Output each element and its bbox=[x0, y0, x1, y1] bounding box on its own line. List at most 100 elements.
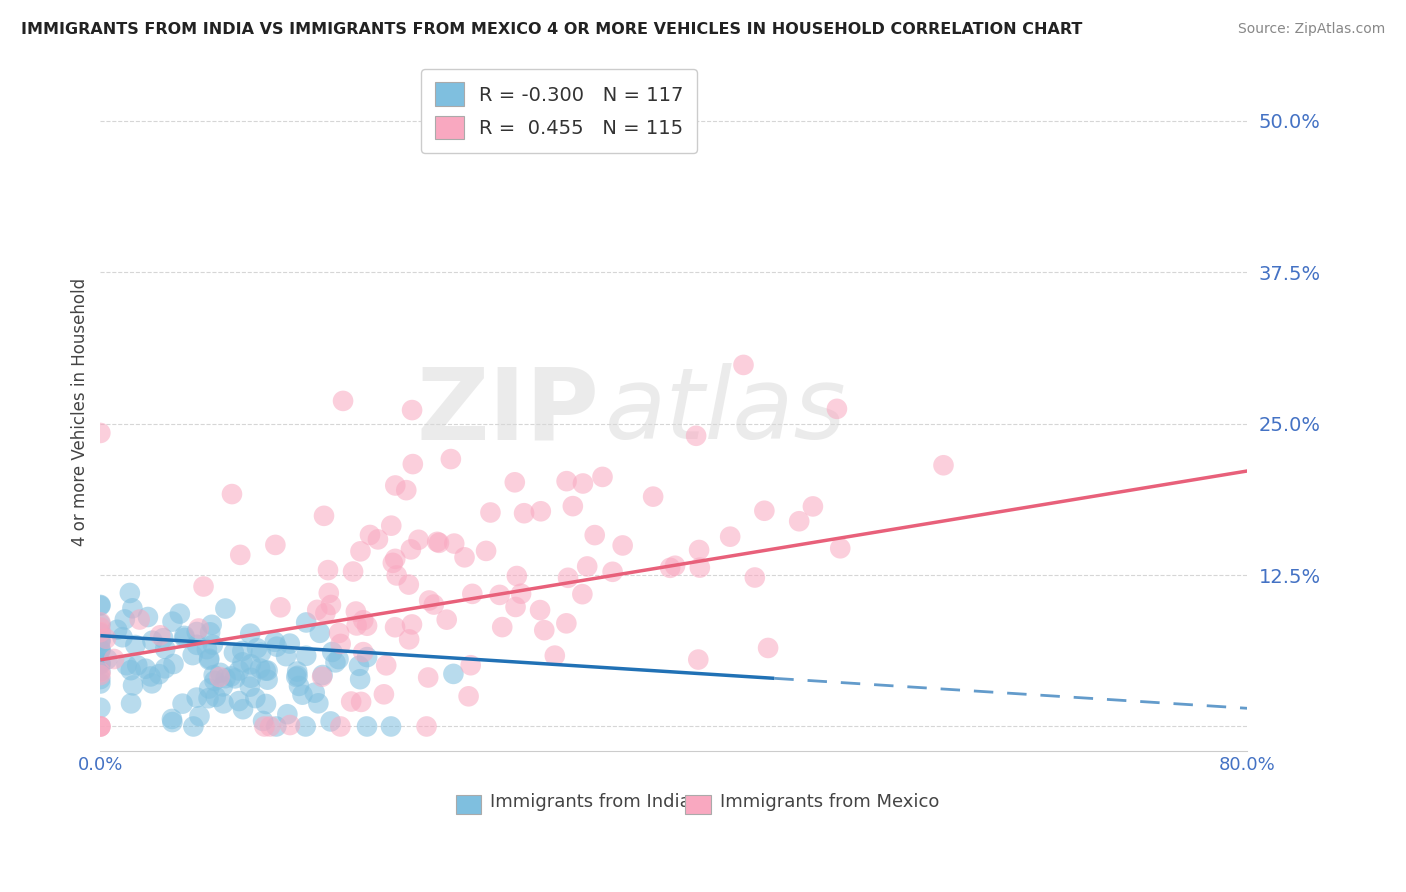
Point bbox=[169, 607, 191, 621]
Point bbox=[426, 534, 449, 549]
Point bbox=[506, 569, 529, 583]
Point bbox=[128, 613, 150, 627]
Point bbox=[89, 635, 111, 649]
Point bbox=[402, 457, 425, 471]
Point bbox=[460, 658, 482, 673]
Text: Immigrants from Mexico: Immigrants from Mexico bbox=[720, 793, 939, 811]
Point bbox=[311, 668, 333, 682]
Point bbox=[149, 628, 172, 642]
Point bbox=[118, 586, 141, 600]
Point bbox=[291, 688, 314, 702]
Point bbox=[398, 632, 420, 647]
Point bbox=[319, 598, 342, 612]
Point bbox=[350, 695, 373, 709]
Point bbox=[264, 538, 287, 552]
Point bbox=[153, 641, 176, 656]
Point bbox=[228, 694, 250, 708]
Point bbox=[356, 719, 378, 733]
Point bbox=[183, 719, 205, 733]
Point bbox=[162, 714, 184, 729]
Point bbox=[718, 530, 741, 544]
Point bbox=[239, 626, 262, 640]
Point bbox=[787, 514, 810, 528]
Point bbox=[197, 691, 219, 706]
Point bbox=[269, 600, 291, 615]
Point bbox=[395, 483, 418, 498]
Point bbox=[89, 599, 111, 613]
Point bbox=[332, 393, 354, 408]
Point bbox=[328, 626, 350, 640]
Point bbox=[256, 664, 278, 678]
Point bbox=[318, 586, 340, 600]
Point bbox=[825, 401, 848, 416]
Point bbox=[475, 544, 498, 558]
Point bbox=[209, 665, 232, 680]
Point bbox=[221, 487, 243, 501]
Point bbox=[375, 658, 398, 673]
Point bbox=[89, 643, 111, 657]
Point bbox=[89, 676, 111, 690]
Point bbox=[344, 605, 367, 619]
Point bbox=[384, 552, 406, 566]
Point bbox=[89, 668, 111, 682]
Point bbox=[359, 528, 381, 542]
Point bbox=[544, 648, 567, 663]
Point bbox=[89, 632, 111, 647]
Point bbox=[664, 558, 686, 573]
Point bbox=[89, 657, 111, 672]
Point bbox=[488, 588, 510, 602]
Point bbox=[932, 458, 955, 473]
Point bbox=[384, 478, 406, 492]
Point bbox=[461, 587, 484, 601]
Point bbox=[555, 474, 578, 488]
Point bbox=[89, 719, 111, 733]
Point bbox=[530, 504, 553, 518]
Point bbox=[252, 714, 274, 728]
Point bbox=[505, 599, 527, 614]
Point bbox=[212, 697, 235, 711]
Point bbox=[287, 669, 309, 683]
Point bbox=[211, 680, 233, 694]
Point bbox=[148, 667, 170, 681]
Point bbox=[801, 500, 824, 514]
Point bbox=[373, 687, 395, 701]
Point bbox=[153, 661, 176, 675]
Point bbox=[122, 678, 145, 692]
Point bbox=[278, 637, 301, 651]
Point bbox=[141, 633, 163, 648]
Point bbox=[193, 580, 215, 594]
Point bbox=[201, 638, 224, 652]
Point bbox=[440, 452, 463, 467]
Point bbox=[89, 665, 111, 680]
Point bbox=[135, 662, 157, 676]
Point bbox=[89, 616, 111, 631]
Point bbox=[342, 565, 364, 579]
Point bbox=[89, 719, 111, 733]
Point bbox=[688, 543, 710, 558]
Point bbox=[239, 657, 262, 672]
Point bbox=[830, 541, 852, 556]
Point bbox=[124, 638, 146, 652]
Text: IMMIGRANTS FROM INDIA VS IMMIGRANTS FROM MEXICO 4 OR MORE VEHICLES IN HOUSEHOLD : IMMIGRANTS FROM INDIA VS IMMIGRANTS FROM… bbox=[21, 22, 1083, 37]
Point bbox=[186, 638, 208, 652]
Point bbox=[172, 697, 194, 711]
Point bbox=[245, 691, 267, 706]
Point bbox=[89, 598, 111, 612]
Point bbox=[571, 587, 593, 601]
Point bbox=[202, 668, 225, 682]
Point bbox=[89, 719, 111, 733]
Point bbox=[115, 658, 138, 673]
Point bbox=[415, 719, 437, 733]
Point bbox=[347, 658, 370, 673]
Text: ZIP: ZIP bbox=[416, 363, 599, 460]
Point bbox=[139, 669, 162, 683]
Point bbox=[121, 601, 143, 615]
Point bbox=[349, 544, 371, 558]
Point bbox=[232, 702, 254, 716]
FancyBboxPatch shape bbox=[685, 795, 710, 814]
Point bbox=[356, 618, 378, 632]
Point bbox=[276, 707, 298, 722]
Point bbox=[401, 403, 423, 417]
Point bbox=[592, 470, 614, 484]
Point bbox=[89, 615, 111, 630]
